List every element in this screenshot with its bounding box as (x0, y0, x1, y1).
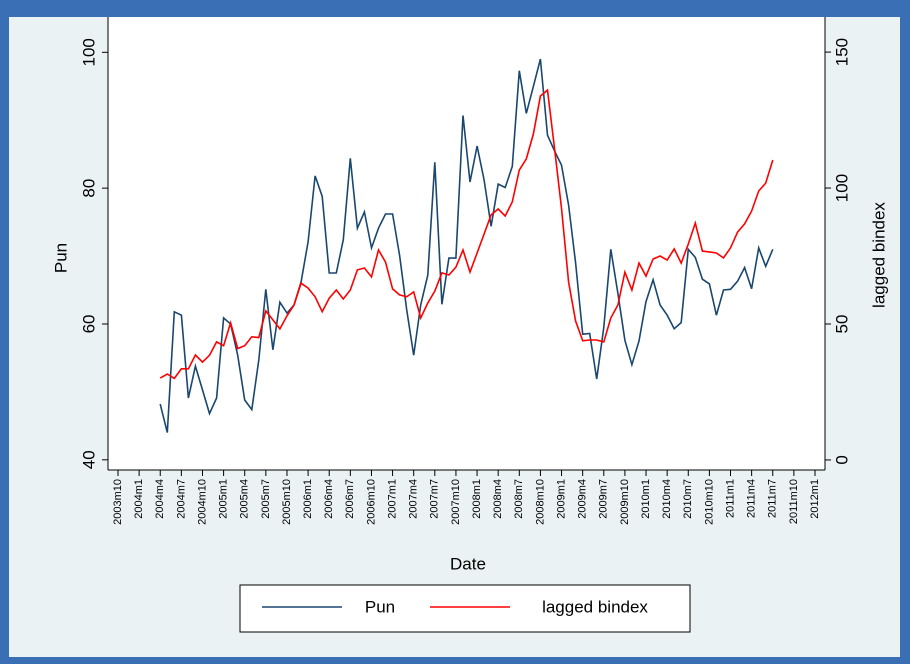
x-tick-label: 2006m10 (365, 479, 377, 525)
series-line (159, 88, 774, 380)
x-tick-label: 2005m7 (260, 479, 272, 519)
y-tick-label: 60 (79, 315, 98, 334)
x-tick-label: 2003m10 (112, 479, 124, 525)
x-tick-label: 2009m1 (555, 479, 567, 519)
x-tick-label: 2004m4 (154, 479, 166, 519)
x-tick-label: 2011m7 (767, 479, 779, 518)
x-tick-label: 2005m1 (218, 479, 230, 519)
x-tick-label: 2006m4 (323, 479, 335, 519)
legend-label: lagged bindex (542, 597, 648, 616)
x-tick-label: 2010m7 (682, 479, 694, 519)
y2-tick-label: 50 (832, 315, 851, 334)
x-tick-label: 2006m7 (344, 479, 356, 519)
x-tick-label: 2004m7 (175, 479, 187, 519)
x-tick-label: 2009m4 (577, 479, 589, 519)
x-tick-label: 2006m1 (302, 479, 314, 519)
y-tick-label: 40 (79, 450, 98, 469)
x-tick-label: 2007m10 (450, 479, 462, 525)
legend-label: Pun (365, 597, 395, 616)
y-tick-label: 100 (79, 38, 98, 66)
x-tick-label: 2005m10 (281, 479, 293, 525)
x-tick-label: 2008m7 (513, 479, 525, 519)
x-tick-label: 2010m1 (640, 479, 652, 519)
x-tick-label: 2009m10 (619, 479, 631, 525)
x-tick-label: 2008m1 (471, 479, 483, 519)
x-tick-label: 2007m1 (386, 479, 398, 519)
y2-tick-label: 0 (832, 455, 851, 464)
x-tick-label: 2011m1 (724, 479, 736, 518)
x-axis-title: Date (450, 554, 486, 573)
x-tick-label: 2005m4 (239, 479, 251, 519)
x-tick-label: 2008m10 (534, 479, 546, 525)
x-tick-label: 2010m4 (661, 479, 673, 519)
x-tick-label: 2011m10 (788, 479, 800, 524)
x-tick-label: 2012m1 (809, 479, 821, 519)
y-tick-label: 80 (79, 179, 98, 198)
legend (239, 584, 691, 633)
y2-axis-title: lagged bindex (869, 202, 888, 308)
x-tick-label: 2007m7 (429, 479, 441, 519)
x-tick-label: 2011m4 (746, 479, 758, 518)
x-tick-label: 2007m4 (408, 479, 420, 519)
x-tick-label: 2009m7 (598, 479, 610, 519)
y2-tick-label: 100 (832, 174, 851, 202)
x-tick-label: 2004m1 (133, 479, 145, 519)
y-axis-title: Pun (51, 243, 70, 273)
y2-tick-label: 150 (832, 38, 851, 66)
x-tick-label: 2010m10 (703, 479, 715, 525)
x-tick-label: 2004m10 (196, 479, 208, 525)
x-tick-label: 2008m4 (492, 479, 504, 519)
plot-area (108, 17, 825, 470)
